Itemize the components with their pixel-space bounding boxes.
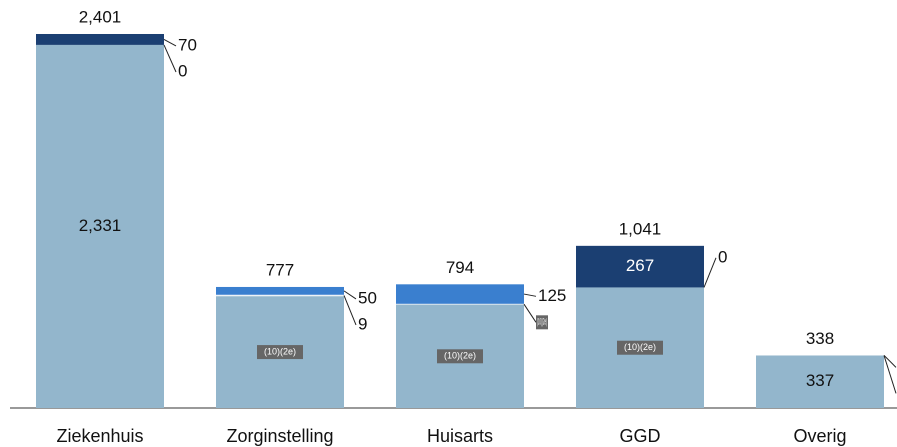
- leader-line: [883, 354, 897, 368]
- x-tick-label: Huisarts: [427, 426, 493, 446]
- value-label: 2,331: [79, 216, 122, 235]
- value-label: 125: [538, 286, 566, 305]
- x-tick-label: Overig: [793, 426, 846, 446]
- value-label: (10)(2e): [537, 317, 547, 327]
- redaction-box: [617, 340, 663, 355]
- total-label: 338: [806, 329, 834, 348]
- bar-segment: [216, 286, 344, 295]
- x-tick-label: Ziekenhuis: [56, 426, 143, 446]
- redaction-box: [437, 349, 483, 364]
- leader-line: [703, 257, 717, 288]
- value-label: (10)(2e): [444, 351, 476, 361]
- total-label: 777: [266, 260, 294, 279]
- bar-segment: [216, 294, 344, 297]
- bar-segment: [576, 245, 704, 288]
- value-label: 50: [358, 288, 377, 307]
- total-label: 2,401: [79, 7, 122, 26]
- value-label: 0: [178, 61, 187, 80]
- redaction-box: [257, 345, 303, 360]
- bar-segment: [36, 33, 164, 45]
- leader-line: [523, 293, 537, 297]
- value-label: (10)(2e): [624, 342, 656, 352]
- value-label: (10)(2e): [264, 346, 296, 356]
- leader-line: [163, 44, 177, 73]
- leader-line: [883, 355, 897, 394]
- bar-segment: [396, 303, 524, 305]
- value-label: 267: [626, 256, 654, 275]
- value-label: 337: [806, 371, 834, 390]
- value-label: 70: [178, 35, 197, 54]
- bar-segment: [396, 284, 524, 304]
- leader-line: [523, 303, 537, 323]
- leader-line: [343, 295, 357, 326]
- bar-segment: [756, 355, 884, 408]
- total-label: 1,041: [619, 219, 662, 238]
- value-label: 0: [718, 247, 727, 266]
- bar-segment: [36, 44, 164, 409]
- value-label: 9: [358, 314, 367, 333]
- x-tick-label: Zorginstelling: [226, 426, 333, 446]
- leader-line: [163, 39, 177, 47]
- total-label: 794: [446, 258, 474, 277]
- redaction-box: [536, 315, 548, 330]
- leader-line: [343, 290, 357, 300]
- x-tick-label: GGD: [619, 426, 660, 446]
